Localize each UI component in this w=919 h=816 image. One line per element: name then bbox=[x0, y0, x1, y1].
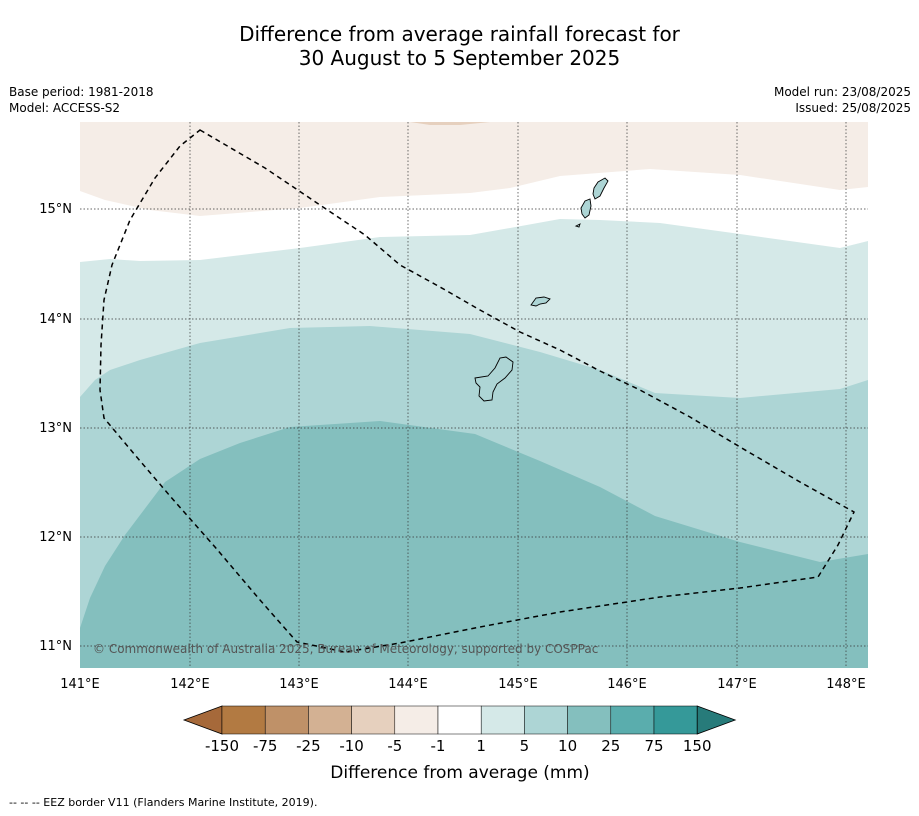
colorbar-tick-label: -10 bbox=[339, 737, 364, 755]
island-guam bbox=[474, 356, 514, 402]
colorbar-tick-label: 25 bbox=[601, 737, 620, 755]
title-line-1: Difference from average rainfall forecas… bbox=[239, 22, 680, 46]
island-aguijan bbox=[574, 223, 581, 228]
lat-labels: 15°N 14°N 13°N 12°N 11°N bbox=[39, 202, 72, 654]
title-line-2: 30 August to 5 September 2025 bbox=[298, 46, 621, 70]
lon-label-141: 141°E bbox=[60, 677, 100, 692]
colorbar-tick-label: 75 bbox=[644, 737, 663, 755]
colorbar-swatch-4 bbox=[351, 705, 396, 735]
colorbar-swatch-7 bbox=[480, 705, 525, 735]
graticule bbox=[80, 122, 868, 668]
colorbar-tick-label: 1 bbox=[476, 737, 486, 755]
lat-label-14: 14°N bbox=[39, 312, 72, 327]
lon-label-143: 143°E bbox=[279, 677, 319, 692]
colorbar-tick-label: 5 bbox=[520, 737, 530, 755]
lon-label-142: 142°E bbox=[170, 677, 210, 692]
map-figure: © Commonwealth of Australia 2025, Bureau… bbox=[39, 122, 868, 783]
meta-right: Model run: 23/08/2025 Issued: 25/08/2025 bbox=[774, 84, 911, 116]
islands bbox=[474, 177, 609, 402]
lat-label-12: 12°N bbox=[39, 530, 72, 545]
colorbar-swatch-2 bbox=[264, 705, 309, 735]
colorbar-labels: -150 -75 -25 -10 -5 -1 1 5 10 25 75 150 bbox=[205, 737, 712, 755]
lon-label-144: 144°E bbox=[388, 677, 428, 692]
colorbar-extend-low bbox=[182, 705, 223, 735]
colorbar-swatch-3 bbox=[308, 705, 352, 735]
model-run: Model run: 23/08/2025 bbox=[773, 85, 911, 99]
lon-label-147: 147°E bbox=[717, 677, 757, 692]
lon-label-148: 148°E bbox=[826, 677, 866, 692]
colorbar-tick-label: -75 bbox=[253, 737, 278, 755]
colorbar-swatch-6 bbox=[437, 705, 482, 735]
eez-border bbox=[99, 129, 855, 653]
colorbar-swatch-5 bbox=[394, 705, 439, 735]
colorbar-extend-high bbox=[696, 705, 737, 735]
eez-legend-note: -- -- -- EEZ border V11 (Flanders Marine… bbox=[9, 796, 318, 809]
colorbar-swatch-11 bbox=[653, 705, 698, 735]
copyright-note: © Commonwealth of Australia 2025, Bureau… bbox=[93, 642, 598, 656]
colorbar-swatch-1 bbox=[221, 705, 266, 735]
lon-label-145: 145°E bbox=[498, 677, 538, 692]
lon-label-146: 146°E bbox=[607, 677, 647, 692]
issued-date: Issued: 25/08/2025 bbox=[795, 101, 911, 115]
base-period: Base period: 1981-2018 bbox=[9, 85, 154, 99]
lat-label-15: 15°N bbox=[39, 202, 72, 217]
colorbar-title: Difference from average (mm) bbox=[330, 763, 589, 783]
band-minus10-minus5 bbox=[410, 122, 490, 125]
lon-labels: 141°E 142°E 143°E 144°E 145°E 146°E 147°… bbox=[60, 677, 866, 692]
colorbar-tick-label: -150 bbox=[205, 737, 239, 755]
colorbar-tick-label: -25 bbox=[296, 737, 321, 755]
colorbar-tick-label: -5 bbox=[387, 737, 402, 755]
island-rota bbox=[530, 296, 551, 307]
island-saipan bbox=[592, 177, 609, 200]
lat-label-13: 13°N bbox=[39, 421, 72, 436]
meta-left: Base period: 1981-2018 Model: ACCESS-S2 bbox=[9, 84, 154, 116]
colorbar bbox=[182, 705, 737, 735]
colorbar-swatch-8 bbox=[524, 705, 568, 735]
map-title: Difference from average rainfall forecas… bbox=[0, 22, 919, 70]
rainfall-anomaly-field bbox=[80, 122, 868, 668]
colorbar-swatch-9 bbox=[567, 705, 612, 735]
island-tinian bbox=[580, 198, 592, 219]
colorbar-tick-label: -1 bbox=[431, 737, 446, 755]
lat-label-11: 11°N bbox=[39, 639, 72, 654]
colorbar-swatch-10 bbox=[610, 705, 655, 735]
colorbar-tick-label: 10 bbox=[558, 737, 577, 755]
colorbar-tick-label: 150 bbox=[683, 737, 712, 755]
model-name: Model: ACCESS-S2 bbox=[9, 101, 121, 115]
band-plus10-plus25 bbox=[80, 421, 868, 668]
